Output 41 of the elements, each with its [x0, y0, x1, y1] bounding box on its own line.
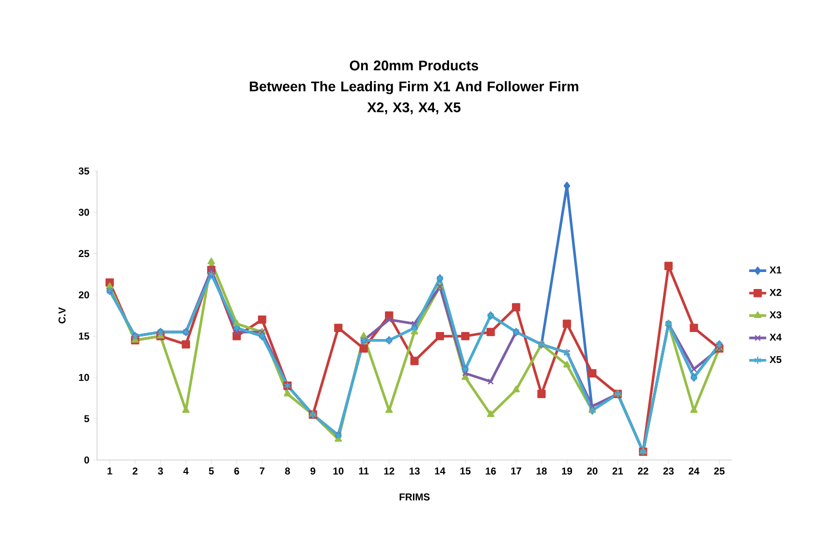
x-tick-label: 7 — [260, 468, 264, 474]
y-axis-title: C.V — [58, 307, 66, 324]
x-tick-label: 3 — [158, 468, 163, 475]
y-tick-label: 35 — [78, 167, 90, 175]
y-tick-label: 15 — [79, 332, 90, 340]
x-axis-title: FRIMS — [400, 493, 430, 500]
x-tick-label: 14 — [434, 468, 446, 474]
x-tick-label: 4 — [183, 468, 189, 474]
x-tick-label: 24 — [688, 468, 700, 474]
x-tick-label: 9 — [310, 468, 316, 475]
y-tick-label: 5 — [84, 415, 90, 422]
chart-title: On 20mm Products Between The Leading Firm X1 And Follower Firm X2, X3, X4, X5 — [250, 60, 578, 114]
x-tick-label: 17 — [511, 468, 522, 474]
x-tick-label: 10 — [333, 468, 344, 475]
y-tick-label: 10 — [79, 374, 90, 381]
x-tick-label: 13 — [410, 468, 420, 475]
x-tick-label: 16 — [486, 468, 496, 475]
x-tick-label: 8 — [285, 468, 290, 475]
y-tick-label: 0 — [84, 456, 90, 464]
x-tick-label: 2 — [132, 468, 138, 474]
x-tick-label: 23 — [663, 468, 674, 475]
x-tick-label: 25 — [714, 468, 725, 475]
x-tick-label: 21 — [612, 468, 623, 474]
legend-label: X5 — [770, 356, 782, 364]
x-tick-label: 11 — [359, 468, 369, 474]
x-tick-label: 6 — [234, 468, 240, 475]
legend-label: X2 — [770, 288, 782, 296]
legend-label: X4 — [770, 334, 782, 341]
y-tick-label: 25 — [78, 250, 90, 258]
y-tick-label: 20 — [78, 291, 90, 298]
x-tick-label: 5 — [208, 468, 214, 474]
x-tick-label: 18 — [536, 468, 547, 475]
legend-label: X1 — [770, 266, 782, 274]
x-tick-label: 15 — [460, 468, 471, 474]
x-tick-label: 12 — [384, 468, 394, 474]
x-tick-label: 22 — [638, 468, 648, 474]
legend-label: X3 — [770, 311, 782, 318]
y-tick-label: 30 — [78, 208, 90, 216]
x-tick-label: 1 — [108, 468, 112, 474]
x-tick-label: 19 — [562, 468, 572, 475]
x-tick-label: 20 — [587, 468, 598, 475]
